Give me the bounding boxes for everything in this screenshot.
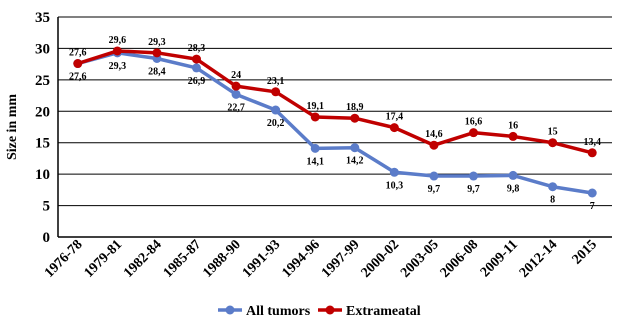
- data-point: [509, 171, 518, 180]
- data-point: [311, 144, 320, 153]
- data-labels-group: 27,6 29,6 29,3 28,3 24 23,1 19,1 18,9 17,4 14,6 16…: [69, 35, 601, 212]
- data-point: [232, 90, 241, 99]
- data-label: 24: [231, 70, 241, 81]
- data-point: [311, 112, 320, 121]
- x-tick-label: 1991-93: [240, 237, 284, 281]
- data-label: 13,4: [583, 137, 601, 148]
- data-label: 15: [548, 127, 558, 138]
- legend-swatch-marker: [326, 306, 335, 315]
- data-point: [429, 141, 438, 150]
- axes: [58, 17, 612, 237]
- data-label: 22,7: [227, 102, 245, 113]
- x-tick-label: 1997-99: [319, 237, 363, 281]
- data-point: [588, 148, 597, 157]
- data-label: 23,1: [267, 76, 285, 87]
- x-tick-label: 1982-84: [121, 237, 165, 281]
- x-tick-label: 1985-87: [161, 237, 205, 281]
- x-tick-label: 1988-90: [200, 237, 244, 281]
- data-point: [548, 182, 557, 191]
- x-tick-label: 2015: [570, 237, 600, 267]
- data-label: 26,9: [188, 76, 206, 87]
- data-label: 27,6: [69, 72, 87, 83]
- data-label: 14,6: [425, 129, 443, 140]
- x-tick-label: 2003-05: [398, 237, 442, 281]
- y-tick-label: 15: [35, 136, 50, 152]
- x-tick-label: 2012-14: [517, 237, 561, 281]
- data-label: 28,3: [188, 43, 206, 54]
- data-label: 7: [590, 201, 595, 212]
- data-point: [390, 123, 399, 132]
- x-tick-label: 1994-96: [279, 237, 323, 281]
- x-tick-labels: 1976-781979-811982-841985-871988-901991-…: [42, 237, 600, 281]
- data-point: [350, 143, 359, 152]
- data-point: [469, 172, 478, 181]
- data-point: [271, 106, 280, 115]
- legend-label: Extrameatal: [346, 304, 421, 319]
- data-point: [73, 59, 82, 68]
- x-tick-label: 2006-08: [438, 237, 482, 281]
- data-point: [271, 87, 280, 96]
- data-label: 14,2: [346, 156, 364, 167]
- legend: All tumors Extrameatal: [218, 304, 421, 319]
- data-point: [588, 189, 597, 198]
- data-point: [469, 128, 478, 137]
- data-label: 10,3: [386, 180, 404, 191]
- data-point: [232, 82, 241, 91]
- data-label: 16: [508, 120, 518, 131]
- data-label: 29,3: [148, 37, 166, 48]
- data-point: [509, 132, 518, 141]
- data-point: [548, 138, 557, 147]
- data-point: [390, 168, 399, 177]
- data-label: 9,7: [428, 184, 441, 195]
- y-tick-label: 25: [35, 73, 50, 89]
- data-label: 19,1: [306, 101, 324, 112]
- data-label: 18,9: [346, 102, 364, 113]
- data-point: [350, 114, 359, 123]
- data-point: [192, 55, 201, 64]
- data-label: 20,2: [267, 118, 285, 129]
- y-tick-labels: 0 5 10 15 20 25 30 35: [35, 10, 50, 246]
- y-axis-title: Size in mm: [5, 94, 20, 160]
- data-label: 28,4: [148, 66, 166, 77]
- data-label: 29,3: [109, 61, 127, 72]
- data-label: 9,8: [507, 183, 520, 194]
- y-tick-label: 35: [35, 10, 50, 26]
- y-tick-label: 0: [43, 230, 51, 246]
- x-tick-label: 2009-11: [478, 237, 521, 280]
- data-label: 27,6: [69, 48, 87, 59]
- data-label: 17,4: [386, 112, 404, 123]
- data-label: 29,6: [109, 35, 127, 46]
- y-tick-label: 10: [35, 167, 50, 183]
- data-label: 14,1: [306, 156, 324, 167]
- data-point: [429, 172, 438, 181]
- data-label: 8: [550, 195, 555, 206]
- y-tick-label: 20: [35, 104, 50, 120]
- y-tick-label: 5: [43, 199, 51, 215]
- y-tick-label: 30: [35, 41, 50, 57]
- legend-swatch-marker: [226, 306, 235, 315]
- legend-label: All tumors: [246, 304, 311, 319]
- data-point: [113, 46, 122, 55]
- data-label: 9,7: [467, 184, 480, 195]
- grid-lines: [58, 17, 612, 206]
- data-label: 16,6: [465, 117, 483, 128]
- x-tick-label: 2000-02: [359, 237, 403, 281]
- data-point: [152, 48, 161, 57]
- x-tick-label: 1979-81: [82, 237, 126, 281]
- data-point: [192, 63, 201, 72]
